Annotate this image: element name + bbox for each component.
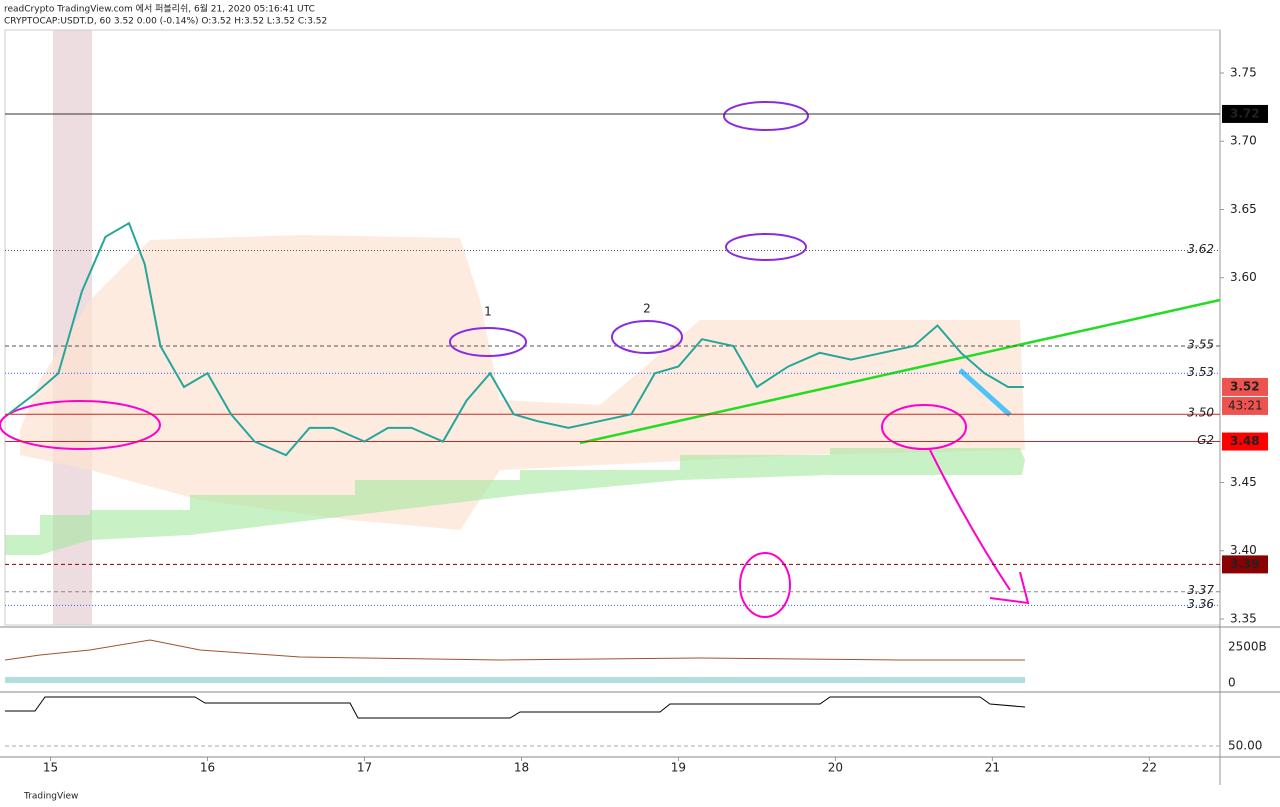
countdown: 43:21 (1228, 398, 1263, 412)
price-badge (1222, 104, 1268, 123)
y-tick-label: 3.60 (1230, 270, 1257, 284)
arrow (958, 368, 1012, 417)
sketch-circle (611, 320, 683, 354)
indicator-tick: 50.00 (1228, 739, 1262, 753)
x-tick-label: 20 (828, 761, 843, 775)
price-level-label: 3.53 (1187, 365, 1214, 379)
sketch-circle (0, 400, 161, 450)
y-tick-label: 3.40 (1230, 543, 1257, 557)
price-badge-label: 3.72 (1230, 106, 1260, 120)
price-badge-label: 3.52 (1230, 379, 1260, 393)
sketch-circle (725, 233, 807, 261)
x-tick-label: 22 (1142, 761, 1157, 775)
indicator-line (5, 696, 1026, 719)
price-level-label: G2 (1197, 433, 1214, 447)
x-tick-label: 21 (985, 761, 1000, 775)
volume-bars (5, 677, 1025, 683)
sketch-circle (449, 327, 527, 357)
sketch-arrow (929, 449, 1030, 605)
price-level-label: 3.36 (1187, 597, 1214, 611)
y-tick-label: 3.45 (1230, 475, 1257, 489)
annotation: 1 (484, 305, 492, 319)
y-tick-label: 3.35 (1230, 611, 1257, 625)
sketch-circle (723, 101, 809, 131)
price-line (7, 221, 1024, 457)
price-badge (1222, 377, 1268, 396)
x-tick-label: 16 (200, 761, 215, 775)
trend-line (579, 298, 1221, 445)
y-tick-label: 3.75 (1230, 65, 1257, 79)
price-level-label: 3.62 (1187, 242, 1214, 256)
x-tick-label: 19 (671, 761, 686, 775)
countdown-badge (1222, 396, 1268, 415)
x-tick-label: 17 (357, 761, 372, 775)
price-level-label: 3.37 (1187, 583, 1214, 597)
price-level-label: 3.55 (1187, 337, 1214, 351)
annotation: 2 (643, 302, 651, 316)
volume-tick: 0 (1228, 676, 1236, 690)
price-badge (1222, 555, 1268, 574)
brand: TradingView (23, 792, 78, 802)
y-tick-label: 3.70 (1230, 134, 1257, 148)
y-tick-label: 3.65 (1230, 202, 1257, 216)
price-badge (1222, 432, 1268, 451)
volume-tick: 2500B (1228, 640, 1267, 654)
support-band (5, 448, 1025, 555)
price-level-label: 3.50 (1187, 406, 1214, 420)
chart-subtitle: CRYPTOCAP:USDT.D, 60 3.52 0.00 (-0.14%) … (4, 17, 327, 27)
x-tick-label: 15 (43, 761, 58, 775)
volume-ma (4, 639, 1025, 661)
sketch-circle (881, 404, 967, 450)
price-badge-label: 3.39 (1230, 557, 1260, 571)
price-badge-label: 3.48 (1230, 434, 1260, 448)
sketch-circle (739, 552, 791, 618)
chart-title: readCrypto TradingView.com 에서 퍼블리쉬, 6월 2… (4, 3, 315, 15)
x-tick-label: 18 (514, 761, 529, 775)
